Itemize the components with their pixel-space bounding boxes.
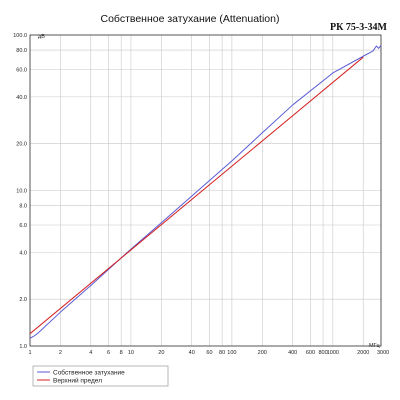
x-tick-label: 80	[219, 350, 225, 356]
series-line-attenuation	[29, 44, 382, 339]
x-tick-label: 40	[189, 350, 195, 356]
y-tick-label: 10.0	[16, 189, 27, 195]
y-tick-label: 20.0	[16, 142, 27, 148]
y-tick-labels: 1.0 2.0 4.0 6.0 8.0 10.0 20.0 40.0 60.0 80.0 100.0	[13, 33, 27, 350]
legend: Собственное затухание Верхний предел	[32, 365, 169, 387]
x-tick-label: 600	[306, 350, 315, 356]
y-tick-label: 1.0	[19, 344, 27, 350]
plot-frame	[29, 34, 382, 347]
grid-lines	[29, 34, 382, 347]
x-tick-label: 3000	[377, 350, 389, 356]
x-tick-label: 4	[89, 350, 92, 356]
x-tick-label: 60	[206, 350, 212, 356]
legend-label-attenuation: Собственное затухание	[53, 369, 125, 377]
x-tick-label: 2000	[357, 350, 369, 356]
series-line-upper-limit	[29, 56, 364, 335]
x-tick-label: 10	[128, 350, 134, 356]
x-tick-label: 20	[158, 350, 164, 356]
y-tick-label: 80.0	[16, 48, 27, 54]
y-tick-label: 6.0	[19, 223, 27, 229]
legend-label-upper-limit: Верхний предел	[53, 377, 102, 385]
series-lines	[29, 44, 382, 339]
x-tick-label: 200	[258, 350, 267, 356]
x-tick-label: 2	[59, 350, 62, 356]
y-tick-label: 4.0	[19, 250, 27, 256]
chart-title: Собственное затухание (Attenuation)	[101, 13, 280, 25]
y-tick-label: 40.0	[16, 95, 27, 101]
y-tick-label: 2.0	[19, 297, 27, 303]
x-tick-label: 8	[120, 350, 123, 356]
x-tick-label: 100	[227, 350, 236, 356]
y-tick-label: 8.0	[19, 204, 27, 210]
legend-box	[32, 365, 169, 387]
x-tick-labels: 1 2 4 6 8 10 20 40 60 80 100 200 400 600 800 1000 2000 30…	[28, 350, 389, 356]
x-tick-label: 1000	[327, 350, 339, 356]
x-tick-label: 1	[28, 350, 31, 356]
model-label: РК 75-3-34М	[330, 22, 388, 33]
x-tick-label: 6	[107, 350, 110, 356]
y-tick-label: 60.0	[16, 67, 27, 73]
x-tick-label: 400	[288, 350, 297, 356]
y-axis-unit: дБ	[38, 34, 45, 40]
y-tick-label: 100.0	[13, 33, 27, 39]
x-tick-label: 800	[318, 350, 327, 356]
